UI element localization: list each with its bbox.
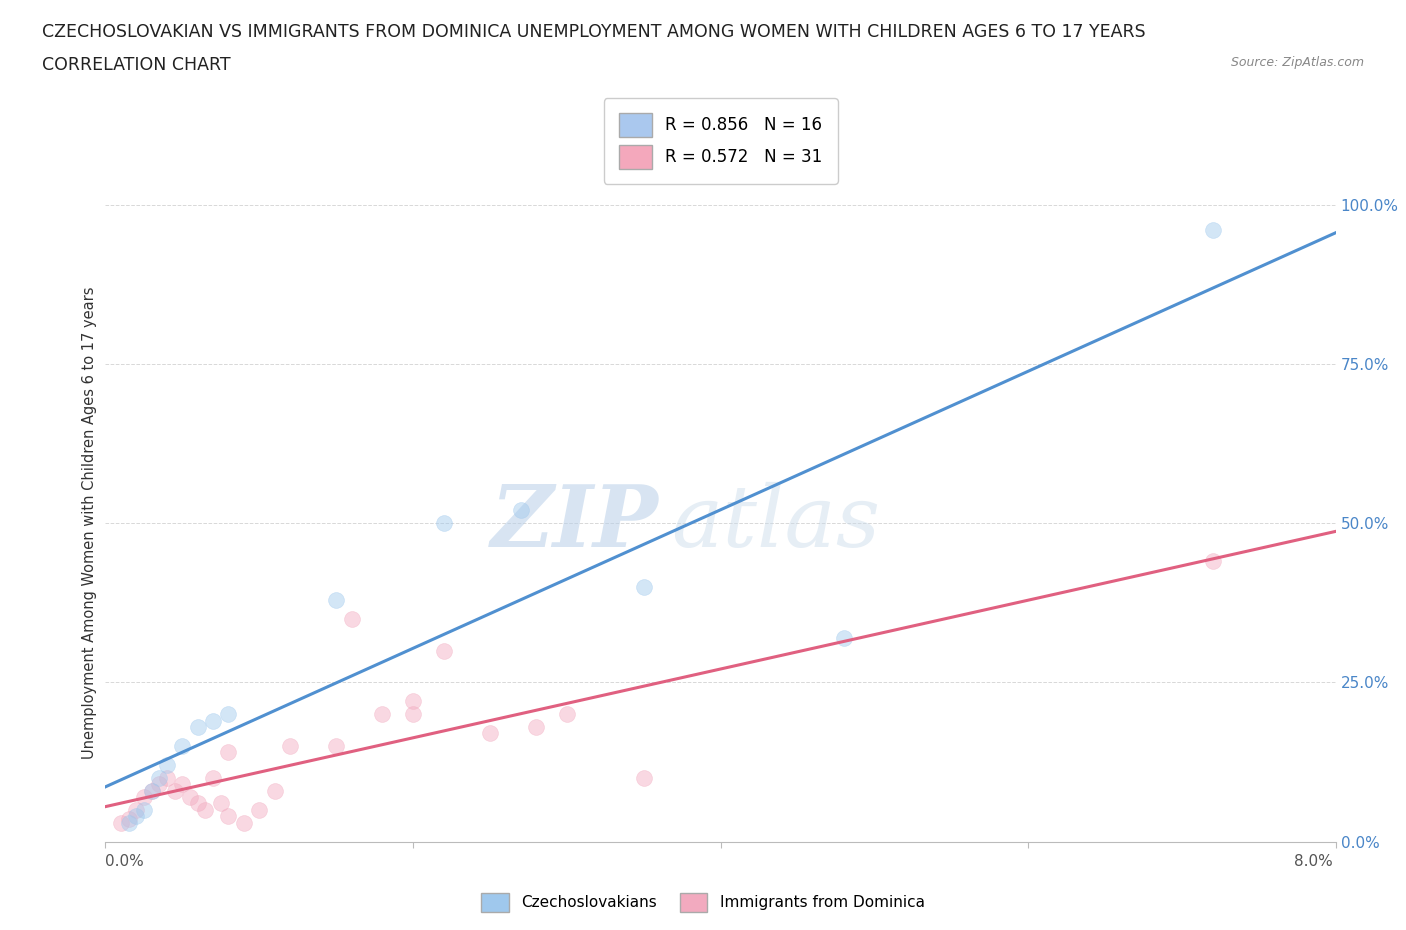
Legend: Czechoslovakians, Immigrants from Dominica: Czechoslovakians, Immigrants from Domini… (475, 887, 931, 918)
Point (478, 726, 501, 741)
Point (325, 738, 347, 753)
Text: CZECHOSLOVAKIAN VS IMMIGRANTS FROM DOMINICA UNEMPLOYMENT AMONG WOMEN WITH CHILDR: CZECHOSLOVAKIAN VS IMMIGRANTS FROM DOMIN… (42, 23, 1146, 41)
Point (194, 803, 217, 817)
Point (402, 694, 425, 709)
Point (132, 803, 155, 817)
Point (218, 707, 240, 722)
Point (633, 770, 655, 785)
Point (1202, 222, 1225, 237)
Point (187, 720, 209, 735)
Point (172, 777, 194, 791)
Text: 8.0%: 8.0% (1294, 854, 1333, 869)
Point (278, 738, 301, 753)
Point (179, 790, 201, 804)
Point (402, 707, 425, 722)
Text: CORRELATION CHART: CORRELATION CHART (42, 56, 231, 73)
Point (247, 803, 270, 817)
Point (202, 770, 225, 785)
Point (209, 796, 232, 811)
Point (117, 812, 139, 827)
Point (141, 783, 163, 798)
Point (132, 790, 155, 804)
Point (218, 745, 240, 760)
Text: 0.0%: 0.0% (105, 854, 145, 869)
Point (509, 503, 531, 518)
Point (156, 770, 179, 785)
Point (555, 707, 578, 722)
Point (263, 783, 285, 798)
Point (172, 738, 194, 753)
Point (148, 770, 170, 785)
Point (218, 809, 240, 824)
Point (156, 758, 179, 773)
Text: atlas: atlas (672, 482, 880, 565)
Point (633, 579, 655, 594)
Point (148, 777, 170, 791)
Point (110, 815, 132, 830)
Point (202, 713, 225, 728)
Point (163, 783, 186, 798)
Y-axis label: Unemployment Among Women with Children Ages 6 to 17 years: Unemployment Among Women with Children A… (82, 286, 97, 760)
Point (524, 720, 547, 735)
Point (371, 707, 394, 722)
Point (1202, 554, 1225, 569)
Text: ZIP: ZIP (491, 482, 659, 565)
Point (433, 515, 456, 530)
Point (125, 809, 148, 824)
Point (125, 803, 148, 817)
Point (832, 631, 855, 645)
Point (117, 815, 139, 830)
Legend: R = 0.856   N = 16, R = 0.572   N = 31: R = 0.856 N = 16, R = 0.572 N = 31 (603, 99, 838, 184)
Point (141, 783, 163, 798)
Point (340, 611, 363, 626)
Point (325, 592, 347, 607)
Point (187, 796, 209, 811)
Point (433, 644, 456, 658)
Point (232, 815, 254, 830)
Text: Source: ZipAtlas.com: Source: ZipAtlas.com (1230, 56, 1364, 69)
